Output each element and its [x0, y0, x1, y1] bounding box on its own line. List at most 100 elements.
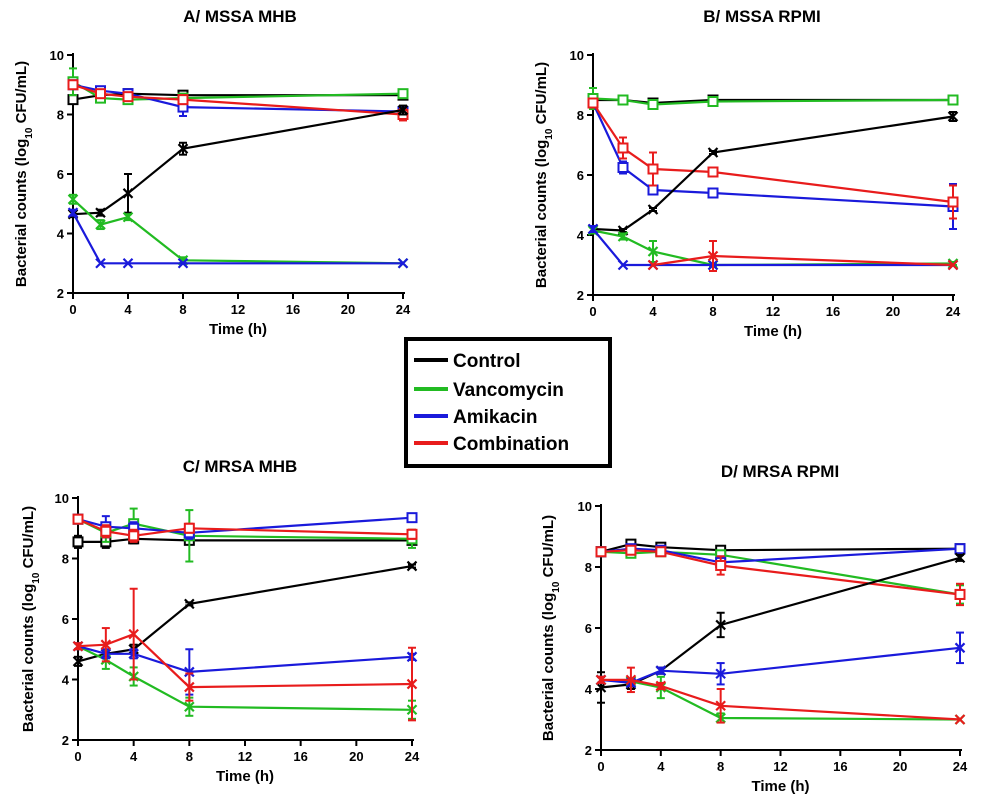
- data-point-cross: [954, 714, 966, 725]
- y-tick-label: 2: [62, 733, 69, 748]
- data-point-square: [647, 99, 659, 110]
- series-line-control-low: [77, 565, 413, 663]
- y-tick-label: 8: [62, 552, 69, 567]
- series-amikacin-low: [67, 207, 409, 269]
- x-tick-label: 20: [341, 302, 355, 317]
- data-point-cross: [67, 207, 79, 218]
- data-point-cross: [177, 143, 189, 154]
- data-point-cross: [715, 668, 726, 680]
- data-point-cross: [595, 674, 607, 686]
- x-tick-label: 24: [946, 304, 961, 319]
- y-tick-label: 6: [585, 621, 592, 636]
- series-vancomycin-low: [67, 193, 409, 269]
- data-point-square: [647, 184, 659, 196]
- x-tick-label: 12: [766, 304, 780, 319]
- y-tick-label: 10: [578, 499, 592, 514]
- data-point-square: [183, 522, 195, 534]
- data-point-square: [954, 543, 966, 555]
- series-line-amikacin-low: [592, 228, 953, 267]
- data-point-cross: [184, 666, 195, 678]
- x-tick-label: 16: [833, 759, 847, 774]
- series-combination-high: [72, 513, 418, 543]
- series-line-combination-high: [592, 102, 954, 204]
- series-line-amikacin-high: [592, 102, 954, 208]
- x-tick-label: 12: [773, 759, 787, 774]
- y-tick-label: 10: [570, 48, 584, 63]
- y-tick-label: 8: [57, 108, 64, 123]
- series-vancomycin-high: [595, 546, 966, 605]
- panel-c-y-axis-label: Bacterial counts (log10 CFU/mL): [20, 506, 42, 732]
- data-point-square: [122, 91, 134, 103]
- series-combination-high: [587, 97, 959, 220]
- panel-a-y-axis-label: Bacterial counts (log10 CFU/mL): [13, 61, 35, 287]
- data-point-cross: [122, 211, 134, 223]
- data-point-square: [707, 166, 719, 178]
- data-point-cross: [655, 680, 667, 692]
- panel-d-title: D/ MRSA RPMI: [721, 462, 839, 481]
- data-point-square: [67, 79, 79, 91]
- x-tick-label: 16: [286, 302, 300, 317]
- x-tick-label: 20: [893, 759, 907, 774]
- data-point-cross: [947, 111, 959, 122]
- data-point-cross: [177, 257, 189, 269]
- data-point-square: [177, 94, 189, 106]
- data-point-cross: [95, 257, 106, 269]
- x-tick-label: 0: [74, 749, 81, 764]
- data-point-cross: [707, 250, 719, 262]
- panel-b-title: B/ MSSA RPMI: [703, 7, 820, 26]
- x-tick-label: 16: [826, 304, 840, 319]
- data-point-cross: [954, 552, 966, 564]
- legend: Control Vancomycin Amikacin Combination: [404, 337, 612, 468]
- legend-label-vancomycin: Vancomycin: [453, 380, 564, 401]
- data-point-square: [707, 187, 719, 199]
- y-tick-label: 10: [50, 48, 64, 63]
- data-point-cross: [617, 259, 629, 271]
- panel-b-y-axis-label: Bacterial counts (log10 CFU/mL): [533, 62, 555, 288]
- x-tick-label: 4: [130, 749, 138, 764]
- data-point-cross: [122, 257, 134, 269]
- data-point-cross: [947, 259, 959, 271]
- series-combination-low: [647, 240, 959, 272]
- y-tick-label: 2: [57, 286, 64, 301]
- data-point-cross: [72, 640, 84, 652]
- x-tick-label: 20: [886, 304, 900, 319]
- series-line-vancomycin-low: [72, 198, 404, 265]
- x-tick-label: 0: [69, 302, 76, 317]
- series-line-vancomycin-low: [77, 645, 413, 711]
- x-tick-label: 20: [349, 749, 363, 764]
- data-point-cross: [655, 665, 667, 676]
- data-point-cross: [625, 674, 637, 686]
- data-point-cross: [128, 628, 139, 640]
- data-point-square: [625, 544, 637, 556]
- series-line-control-low: [592, 115, 954, 232]
- panel-c-title: C/ MRSA MHB: [183, 457, 298, 476]
- y-tick-label: 4: [585, 682, 593, 697]
- data-point-square: [617, 94, 629, 106]
- data-point-square: [707, 96, 719, 107]
- legend-label-combination: Combination: [453, 434, 569, 455]
- data-point-cross: [617, 231, 629, 242]
- legend-label-amikacin: Amikacin: [453, 407, 537, 428]
- y-tick-label: 6: [577, 168, 584, 183]
- data-point-square: [397, 88, 409, 100]
- panel-c-x-axis-label: Time (h): [216, 768, 274, 785]
- legend-label-control: Control: [453, 351, 521, 372]
- y-tick-label: 2: [585, 743, 592, 758]
- data-point-cross: [67, 194, 79, 205]
- y-tick-label: 4: [577, 228, 585, 243]
- x-tick-label: 8: [179, 302, 186, 317]
- x-tick-label: 8: [717, 759, 724, 774]
- data-point-cross: [595, 682, 607, 693]
- y-tick-label: 4: [62, 673, 70, 688]
- panel-d-y-axis-label: Bacterial counts (log10 CFU/mL): [540, 515, 562, 741]
- data-point-cross: [184, 681, 195, 693]
- x-tick-label: 8: [709, 304, 716, 319]
- data-point-cross: [397, 104, 409, 116]
- data-point-cross: [184, 701, 195, 713]
